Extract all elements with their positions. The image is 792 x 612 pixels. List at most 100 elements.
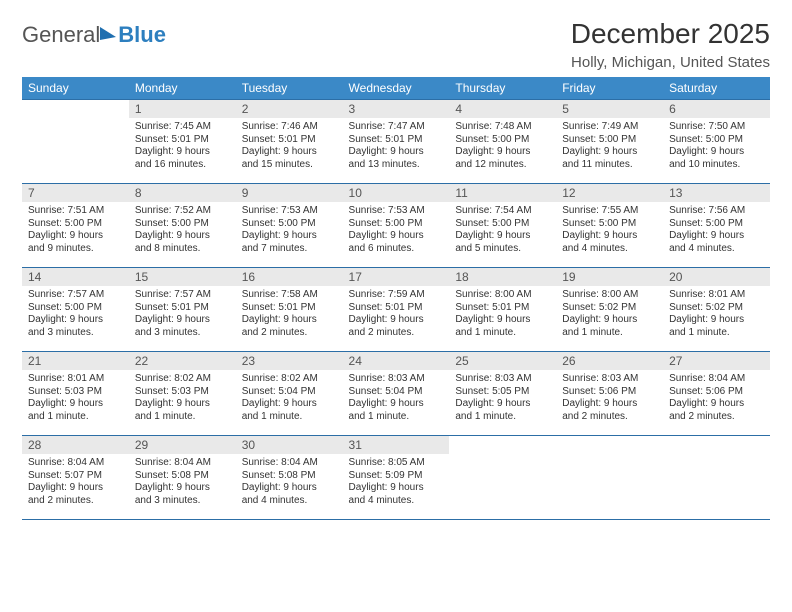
day-number: 13 xyxy=(663,184,770,202)
sunrise-text: Sunrise: 7:56 AM xyxy=(669,205,764,218)
daylight-text: and 2 minutes. xyxy=(562,411,657,424)
sunset-text: Sunset: 5:00 PM xyxy=(455,218,550,231)
day-cell: 24Sunrise: 8:03 AMSunset: 5:04 PMDayligh… xyxy=(343,352,450,436)
month-title: December 2025 xyxy=(571,18,770,50)
daylight-text: and 4 minutes. xyxy=(562,243,657,256)
sunset-text: Sunset: 5:00 PM xyxy=(242,218,337,231)
day-cell: 21Sunrise: 8:01 AMSunset: 5:03 PMDayligh… xyxy=(22,352,129,436)
daylight-text: Daylight: 9 hours xyxy=(242,398,337,411)
day-number: 27 xyxy=(663,352,770,370)
daylight-text: Daylight: 9 hours xyxy=(349,482,444,495)
day-cell: 10Sunrise: 7:53 AMSunset: 5:00 PMDayligh… xyxy=(343,184,450,268)
daylight-text: and 4 minutes. xyxy=(349,495,444,508)
day-number: 16 xyxy=(236,268,343,286)
sunrise-text: Sunrise: 7:57 AM xyxy=(135,289,230,302)
daylight-text: and 1 minute. xyxy=(349,411,444,424)
day-cell: 22Sunrise: 8:02 AMSunset: 5:03 PMDayligh… xyxy=(129,352,236,436)
daylight-text: and 1 minute. xyxy=(28,411,123,424)
sunset-text: Sunset: 5:05 PM xyxy=(455,386,550,399)
sunrise-text: Sunrise: 8:04 AM xyxy=(669,373,764,386)
weekday-header: Friday xyxy=(556,77,663,100)
sunrise-text: Sunrise: 8:01 AM xyxy=(28,373,123,386)
sunset-text: Sunset: 5:02 PM xyxy=(669,302,764,315)
sunrise-text: Sunrise: 7:51 AM xyxy=(28,205,123,218)
day-cell: 23Sunrise: 8:02 AMSunset: 5:04 PMDayligh… xyxy=(236,352,343,436)
sunset-text: Sunset: 5:01 PM xyxy=(455,302,550,315)
daylight-text: and 9 minutes. xyxy=(28,243,123,256)
sunrise-text: Sunrise: 7:45 AM xyxy=(135,121,230,134)
day-details: Sunrise: 8:00 AMSunset: 5:01 PMDaylight:… xyxy=(449,286,556,342)
daylight-text: Daylight: 9 hours xyxy=(135,482,230,495)
sunset-text: Sunset: 5:00 PM xyxy=(562,218,657,231)
sunrise-text: Sunrise: 7:59 AM xyxy=(349,289,444,302)
day-cell: 19Sunrise: 8:00 AMSunset: 5:02 PMDayligh… xyxy=(556,268,663,352)
daylight-text: and 2 minutes. xyxy=(242,327,337,340)
sunset-text: Sunset: 5:00 PM xyxy=(455,134,550,147)
sunset-text: Sunset: 5:01 PM xyxy=(242,134,337,147)
day-details: Sunrise: 7:59 AMSunset: 5:01 PMDaylight:… xyxy=(343,286,450,342)
day-cell xyxy=(22,100,129,184)
daylight-text: Daylight: 9 hours xyxy=(669,230,764,243)
day-details: Sunrise: 8:03 AMSunset: 5:05 PMDaylight:… xyxy=(449,370,556,426)
weekday-header: Tuesday xyxy=(236,77,343,100)
daylight-text: and 7 minutes. xyxy=(242,243,337,256)
title-block: December 2025 Holly, Michigan, United St… xyxy=(571,18,770,71)
daylight-text: and 1 minute. xyxy=(455,411,550,424)
day-details: Sunrise: 7:58 AMSunset: 5:01 PMDaylight:… xyxy=(236,286,343,342)
sunset-text: Sunset: 5:04 PM xyxy=(242,386,337,399)
day-cell: 3Sunrise: 7:47 AMSunset: 5:01 PMDaylight… xyxy=(343,100,450,184)
daylight-text: and 4 minutes. xyxy=(669,243,764,256)
week-row: 28Sunrise: 8:04 AMSunset: 5:07 PMDayligh… xyxy=(22,436,770,520)
day-cell xyxy=(663,436,770,520)
sunset-text: Sunset: 5:01 PM xyxy=(135,302,230,315)
sunset-text: Sunset: 5:01 PM xyxy=(135,134,230,147)
daylight-text: Daylight: 9 hours xyxy=(28,398,123,411)
day-details: Sunrise: 7:56 AMSunset: 5:00 PMDaylight:… xyxy=(663,202,770,258)
day-number: 5 xyxy=(556,100,663,118)
logo-text-blue: Blue xyxy=(118,22,166,48)
week-row: 21Sunrise: 8:01 AMSunset: 5:03 PMDayligh… xyxy=(22,352,770,436)
daylight-text: Daylight: 9 hours xyxy=(455,230,550,243)
daylight-text: Daylight: 9 hours xyxy=(455,146,550,159)
day-details: Sunrise: 7:53 AMSunset: 5:00 PMDaylight:… xyxy=(343,202,450,258)
daylight-text: Daylight: 9 hours xyxy=(669,398,764,411)
weekday-header: Thursday xyxy=(449,77,556,100)
day-number: 12 xyxy=(556,184,663,202)
sunset-text: Sunset: 5:00 PM xyxy=(28,218,123,231)
daylight-text: Daylight: 9 hours xyxy=(349,314,444,327)
week-row: 1Sunrise: 7:45 AMSunset: 5:01 PMDaylight… xyxy=(22,100,770,184)
day-cell: 27Sunrise: 8:04 AMSunset: 5:06 PMDayligh… xyxy=(663,352,770,436)
sunset-text: Sunset: 5:08 PM xyxy=(242,470,337,483)
day-details: Sunrise: 7:57 AMSunset: 5:01 PMDaylight:… xyxy=(129,286,236,342)
daylight-text: and 2 minutes. xyxy=(669,411,764,424)
day-number: 2 xyxy=(236,100,343,118)
sunset-text: Sunset: 5:06 PM xyxy=(562,386,657,399)
sunrise-text: Sunrise: 8:00 AM xyxy=(455,289,550,302)
day-number: 24 xyxy=(343,352,450,370)
daylight-text: and 2 minutes. xyxy=(349,327,444,340)
day-number: 9 xyxy=(236,184,343,202)
day-number: 18 xyxy=(449,268,556,286)
daylight-text: and 1 minute. xyxy=(455,327,550,340)
day-cell: 6Sunrise: 7:50 AMSunset: 5:00 PMDaylight… xyxy=(663,100,770,184)
header: General Blue December 2025 Holly, Michig… xyxy=(22,18,770,71)
sunset-text: Sunset: 5:08 PM xyxy=(135,470,230,483)
sunset-text: Sunset: 5:00 PM xyxy=(135,218,230,231)
day-number: 31 xyxy=(343,436,450,454)
sunrise-text: Sunrise: 7:57 AM xyxy=(28,289,123,302)
sunrise-text: Sunrise: 8:04 AM xyxy=(28,457,123,470)
sunrise-text: Sunrise: 7:46 AM xyxy=(242,121,337,134)
daylight-text: and 1 minute. xyxy=(669,327,764,340)
daylight-text: Daylight: 9 hours xyxy=(349,398,444,411)
daylight-text: Daylight: 9 hours xyxy=(135,398,230,411)
day-number: 14 xyxy=(22,268,129,286)
sunrise-text: Sunrise: 8:04 AM xyxy=(135,457,230,470)
day-number: 15 xyxy=(129,268,236,286)
sunset-text: Sunset: 5:04 PM xyxy=(349,386,444,399)
daylight-text: Daylight: 9 hours xyxy=(28,482,123,495)
day-details: Sunrise: 7:53 AMSunset: 5:00 PMDaylight:… xyxy=(236,202,343,258)
sunrise-text: Sunrise: 7:53 AM xyxy=(242,205,337,218)
day-number: 1 xyxy=(129,100,236,118)
day-number: 23 xyxy=(236,352,343,370)
daylight-text: Daylight: 9 hours xyxy=(28,230,123,243)
